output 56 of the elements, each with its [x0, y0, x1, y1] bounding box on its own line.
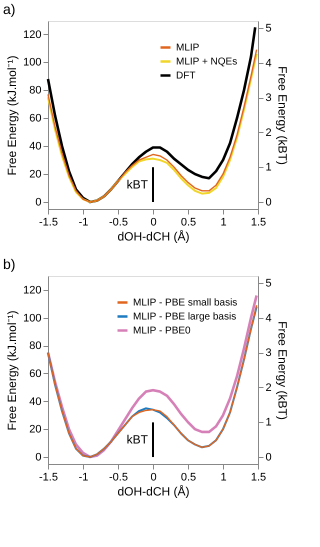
annotation: kBT	[126, 432, 149, 447]
x-tick-label: -0.5	[109, 472, 128, 484]
x-tick-label: 1.5	[250, 472, 266, 484]
y2-tick-label: 0	[266, 452, 272, 464]
y-tick-label: 0	[35, 196, 42, 209]
y-tick-label: 0	[35, 452, 42, 464]
y2-tick-label: 1	[266, 162, 272, 174]
y-tick-label: 100	[23, 312, 42, 324]
y-tick-label: 120	[23, 28, 42, 41]
y2-tick-label: 4	[266, 312, 272, 324]
x-tick-label: 0.5	[180, 216, 196, 228]
y2-tick-label: 3	[266, 92, 272, 104]
x-tick-label: 0	[150, 216, 157, 228]
y2-axis-title: Free Energy (kBT)	[276, 66, 290, 165]
y2-tick-label: 5	[266, 277, 272, 290]
x-tick-label: 1	[220, 216, 227, 228]
y-tick-label: 80	[29, 340, 42, 352]
legend-label: MLIP - PBE large basis	[133, 312, 236, 322]
legend-label: DFT	[176, 70, 196, 82]
x-axis-title: dOH-dCH (Å)	[117, 230, 190, 244]
x-tick-label: 0.5	[180, 472, 196, 484]
x-tick-label: -1	[78, 472, 88, 484]
y-axis-title: Free Energy (kJ.mol⁻¹)	[5, 55, 20, 176]
y-tick-label: 120	[23, 284, 42, 296]
y-tick-label: 20	[29, 424, 42, 436]
y2-tick-label: 3	[266, 347, 272, 360]
chart-title: a)	[3, 1, 16, 17]
y2-tick-label: 1	[266, 416, 272, 429]
legend-label: MLIP - PBE0	[133, 326, 192, 336]
x-axis-title: dOH-dCH (Å)	[117, 484, 190, 498]
y-tick-label: 60	[29, 368, 42, 380]
y-tick-label: 80	[29, 84, 42, 97]
legend-label: MLIP	[176, 42, 200, 54]
y2-tick-label: 4	[266, 57, 272, 70]
x-tick-label: 1	[220, 472, 227, 484]
y-tick-label: 60	[29, 112, 42, 125]
annotation: kBT	[126, 178, 149, 192]
y-tick-label: 40	[29, 396, 42, 408]
x-tick-label: -1.5	[39, 216, 58, 228]
legend-label: MLIP - PBE small basis	[133, 298, 238, 308]
chart-title: b)	[3, 256, 16, 272]
x-tick-label: -1.5	[39, 472, 58, 484]
x-tick-label: -1	[78, 216, 88, 228]
y2-axis-title: Free Energy (kBT)	[276, 321, 290, 420]
y-axis-title: Free Energy (kJ.mol⁻¹)	[5, 310, 20, 431]
y-tick-label: 100	[23, 56, 42, 69]
y2-tick-label: 2	[266, 126, 272, 139]
y2-tick-label: 0	[266, 196, 272, 209]
y2-tick-label: 5	[266, 22, 272, 34]
y2-tick-label: 2	[266, 382, 272, 394]
x-tick-label: -0.5	[109, 216, 128, 228]
x-tick-label: 0	[150, 472, 157, 484]
legend-label: MLIP + NQEs	[176, 56, 238, 68]
x-tick-label: 1.5	[250, 216, 266, 228]
y-tick-label: 20	[29, 168, 42, 181]
y-tick-label: 40	[29, 140, 42, 153]
